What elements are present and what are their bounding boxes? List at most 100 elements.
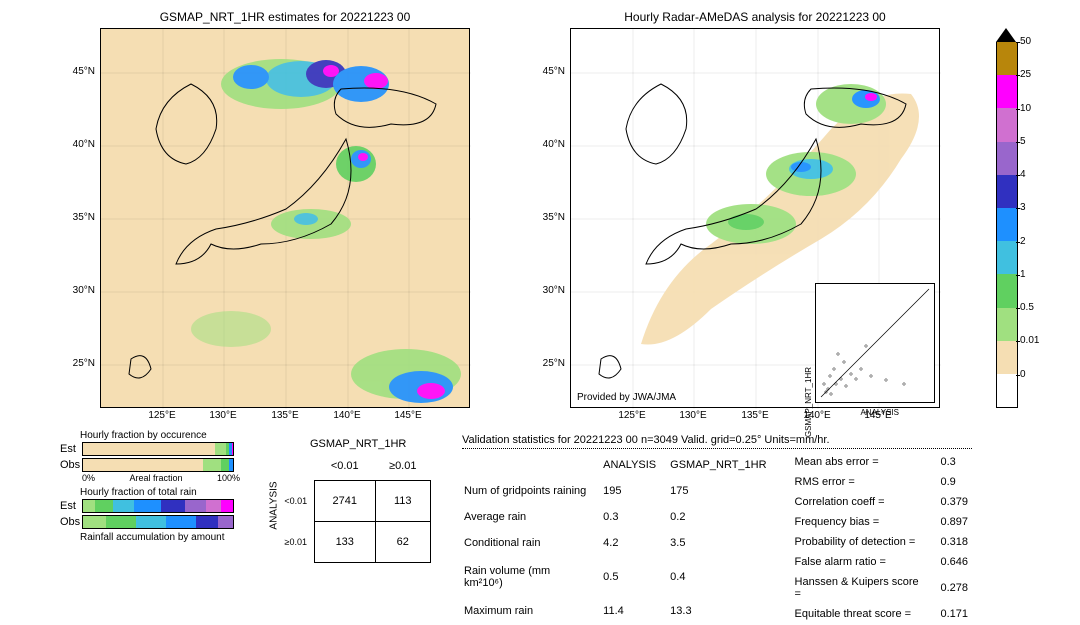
page-root: GSMAP_NRT_1HR estimates for 20221223 00 [10, 10, 1070, 602]
tot-obs-bar [82, 515, 234, 529]
metric-label: Hanssen & Kuipers score = [795, 573, 939, 603]
val-v1: 0.5 [603, 557, 668, 597]
metric-value: 0.3 [940, 453, 980, 471]
est-label: Est [60, 443, 82, 455]
map-left-ytick: 40°N [65, 139, 95, 150]
colorbar: 502510543210.50.010 [996, 42, 1016, 408]
obs-label: Obs [60, 459, 82, 471]
metric-value: 0.379 [940, 493, 980, 511]
scatter-ylabel: GSMAP_NRT_1HR [804, 367, 813, 437]
map-left [100, 28, 470, 408]
validation-left-table: ANALYSIS GSMAP_NRT_1HR Num of gridpoints… [462, 451, 781, 625]
ct-lt: <0.01 [314, 452, 375, 480]
est-label: Est [60, 500, 82, 512]
map-right-xtick: 130°E [673, 410, 713, 421]
val-v1: 4.2 [603, 531, 668, 555]
val-label: Conditional rain [464, 531, 601, 555]
map-right-ytick: 40°N [535, 139, 565, 150]
val-label: Num of gridpoints raining [464, 479, 601, 503]
colorbar-tick: 0.5 [1020, 302, 1050, 313]
tot-title: Hourly fraction of total rain [80, 487, 240, 498]
metric-label: Correlation coeff = [795, 493, 939, 511]
ct-lt-row: <0.01 [278, 480, 314, 521]
metric-value: 0.278 [940, 573, 980, 603]
map-right-title: Hourly Radar-AMeDAS analysis for 2022122… [570, 10, 940, 24]
metric-label: Mean abs error = [795, 453, 939, 471]
occ-obs-bar [82, 458, 234, 472]
val-label: Average rain [464, 505, 601, 529]
contingency-table: <0.01 ≥0.01 <0.01 2741 113 ≥0.01 133 62 [278, 452, 431, 563]
map-credit: Provided by JWA/JMA [577, 392, 676, 403]
ct-cell: 62 [375, 521, 430, 562]
metric-label: Equitable threat score = [795, 605, 939, 623]
xlabel-100: 100% [217, 473, 240, 483]
colorbar-tick: 50 [1020, 36, 1050, 47]
map-right-ytick: 35°N [535, 212, 565, 223]
ct-ge: ≥0.01 [375, 452, 430, 480]
validation-title: Validation statistics for 20221223 00 n=… [462, 434, 982, 446]
metric-label: Probability of detection = [795, 533, 939, 551]
scatter-plot [815, 283, 935, 403]
metric-value: 0.171 [940, 605, 980, 623]
tot-est-bar [82, 499, 234, 513]
val-v2: 0.4 [670, 557, 778, 597]
occ-est-bar [82, 442, 234, 456]
obs-label: Obs [60, 516, 82, 528]
val-v2: 13.3 [670, 599, 778, 623]
colorbar-tick: 25 [1020, 69, 1050, 80]
colorbar-tick: 10 [1020, 103, 1050, 114]
colorbar-tick: 5 [1020, 136, 1050, 147]
ct-cell: 2741 [314, 480, 375, 521]
map-left-ytick: 30°N [65, 285, 95, 296]
val-v1: 0.3 [603, 505, 668, 529]
colorbar-tick: 0 [1020, 369, 1050, 380]
metric-value: 0.897 [940, 513, 980, 531]
val-label: Rain volume (mm km²10⁶) [464, 557, 601, 597]
xlabel-mid: Areal fraction [129, 473, 182, 483]
colorbar-tick: 3 [1020, 202, 1050, 213]
val-v1: 195 [603, 479, 668, 503]
val-label: Maximum rain [464, 599, 601, 623]
accum-title: Rainfall accumulation by amount [80, 532, 240, 543]
metric-label: Frequency bias = [795, 513, 939, 531]
col-gsmap: GSMAP_NRT_1HR [670, 453, 778, 477]
val-v2: 0.2 [670, 505, 778, 529]
occ-title: Hourly fraction by occurence [80, 430, 240, 441]
map-right-xtick: 125°E [612, 410, 652, 421]
col-analysis: ANALYSIS [603, 453, 668, 477]
map-left-xtick: 125°E [142, 410, 182, 421]
validation-metrics: Mean abs error =0.3RMS error =0.9Correla… [793, 451, 982, 625]
map-left-xtick: 135°E [265, 410, 305, 421]
colorbar-tick: 1 [1020, 269, 1050, 280]
map-left-ytick: 35°N [65, 212, 95, 223]
val-v1: 11.4 [603, 599, 668, 623]
map-left-xtick: 130°E [203, 410, 243, 421]
validation-stats: Validation statistics for 20221223 00 n=… [462, 434, 982, 625]
contingency-col-header: GSMAP_NRT_1HR [310, 438, 406, 450]
map-right-ytick: 45°N [535, 66, 565, 77]
map-right: Provided by JWA/JMA GSMAP_NRT_1HR ANALYS… [570, 28, 940, 408]
metric-value: 0.318 [940, 533, 980, 551]
metric-value: 0.9 [940, 473, 980, 491]
colorbar-arrow-icon [996, 28, 1016, 42]
xlabel-0: 0% [82, 473, 95, 483]
map-right-ytick: 30°N [535, 285, 565, 296]
map-right-xtick: 145°E [858, 410, 898, 421]
metric-label: RMS error = [795, 473, 939, 491]
map-left-content [101, 29, 471, 409]
val-v2: 3.5 [670, 531, 778, 555]
map-left-ytick: 45°N [65, 66, 95, 77]
map-right-xtick: 140°E [797, 410, 837, 421]
map-left-ytick: 25°N [65, 358, 95, 369]
map-left-xtick: 140°E [327, 410, 367, 421]
map-right-xtick: 135°E [735, 410, 775, 421]
metric-label: False alarm ratio = [795, 553, 939, 571]
fraction-occurence: Hourly fraction by occurence Est Obs 0% … [60, 430, 240, 543]
map-left-xtick: 145°E [388, 410, 428, 421]
ct-cell: 113 [375, 480, 430, 521]
colorbar-tick: 4 [1020, 169, 1050, 180]
colorbar-tick: 2 [1020, 236, 1050, 247]
colorbar-tick: 0.01 [1020, 335, 1050, 346]
val-v2: 175 [670, 479, 778, 503]
map-left-title: GSMAP_NRT_1HR estimates for 20221223 00 [100, 10, 470, 24]
